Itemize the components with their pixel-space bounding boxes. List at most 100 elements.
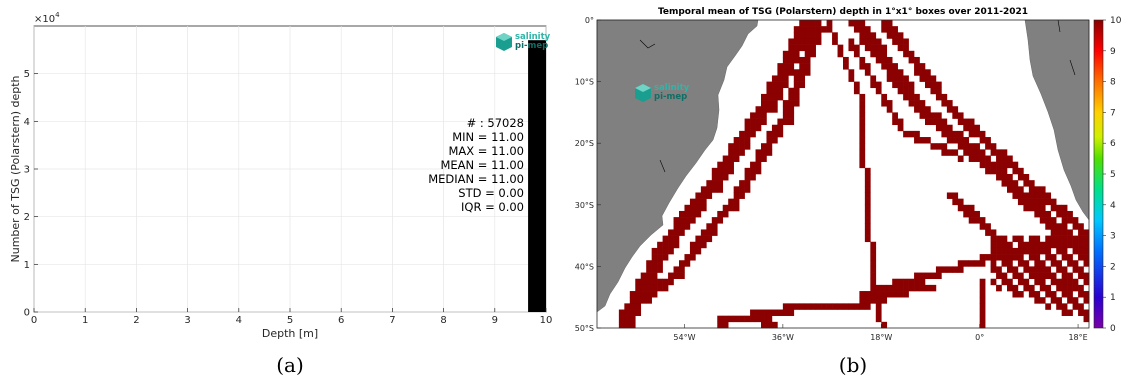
track-cell bbox=[941, 266, 948, 273]
track-cell bbox=[750, 161, 756, 169]
track-cell bbox=[1028, 241, 1035, 249]
track-cell bbox=[859, 112, 866, 119]
track-cell bbox=[1023, 180, 1030, 187]
track-cell bbox=[1039, 297, 1046, 304]
track-cell bbox=[1050, 254, 1057, 261]
track-cell bbox=[864, 174, 871, 181]
track-cell bbox=[968, 118, 975, 126]
track-cell bbox=[892, 81, 898, 89]
track-cell bbox=[1034, 204, 1041, 212]
track-cell bbox=[618, 321, 625, 329]
track-cell bbox=[1028, 204, 1035, 212]
track-cell bbox=[897, 44, 904, 52]
track-cell bbox=[974, 155, 980, 162]
track-cell bbox=[646, 297, 652, 304]
track-cell bbox=[892, 63, 898, 70]
track-cell bbox=[968, 217, 975, 224]
track-cell bbox=[750, 309, 756, 316]
track-cell bbox=[952, 137, 959, 144]
track-cell bbox=[744, 174, 751, 181]
track-cell bbox=[996, 272, 1002, 280]
track-cell bbox=[996, 241, 1002, 249]
track-cell bbox=[624, 309, 631, 316]
track-cell bbox=[946, 192, 953, 199]
track-cell bbox=[722, 167, 729, 175]
track-cell bbox=[695, 241, 702, 249]
track-cell bbox=[1083, 229, 1090, 236]
track-cell bbox=[635, 309, 642, 316]
track-cell bbox=[892, 278, 898, 286]
track-cell bbox=[771, 75, 778, 82]
track-cell bbox=[881, 50, 888, 58]
track-cell bbox=[689, 254, 696, 261]
track-cell bbox=[908, 130, 915, 138]
track-cell bbox=[870, 278, 877, 286]
track-cell bbox=[1083, 315, 1090, 323]
track-cell bbox=[1045, 217, 1052, 224]
track-cell bbox=[1007, 241, 1013, 249]
track-cell bbox=[761, 155, 767, 162]
track-cell bbox=[859, 130, 866, 138]
track-cell bbox=[799, 56, 806, 64]
track-cell bbox=[717, 167, 724, 175]
track-cell bbox=[722, 315, 729, 323]
track-cell bbox=[925, 118, 931, 126]
track-cell bbox=[788, 87, 795, 95]
track-cell bbox=[1028, 291, 1035, 298]
track-cell bbox=[793, 56, 800, 64]
track-cell bbox=[1056, 241, 1062, 249]
track-cell bbox=[930, 75, 937, 82]
track-cell bbox=[739, 149, 745, 156]
track-cell bbox=[695, 204, 702, 212]
track-cell bbox=[1083, 235, 1090, 243]
track-cell bbox=[941, 149, 948, 156]
y-tick-label: 5 bbox=[24, 69, 30, 80]
track-cell bbox=[946, 149, 953, 156]
lat-tick-label: 30°S bbox=[575, 201, 594, 210]
track-cell bbox=[892, 75, 898, 82]
track-cell bbox=[804, 20, 811, 27]
track-cell bbox=[728, 143, 734, 150]
track-cell bbox=[810, 50, 816, 58]
track-cell bbox=[864, 223, 871, 230]
track-cell bbox=[903, 81, 909, 89]
track-cell bbox=[733, 155, 740, 162]
track-cell bbox=[629, 291, 636, 298]
svg-text:pi-mep: pi-mep bbox=[654, 92, 687, 102]
track-cell bbox=[728, 149, 734, 156]
track-cell bbox=[914, 130, 920, 138]
track-cell bbox=[859, 291, 866, 298]
track-cell bbox=[750, 174, 756, 181]
track-cell bbox=[722, 174, 729, 181]
track-cell bbox=[810, 26, 816, 33]
track-cell bbox=[853, 87, 860, 95]
track-cell bbox=[914, 106, 920, 113]
track-cell bbox=[1012, 291, 1019, 298]
track-cell bbox=[646, 278, 652, 286]
track-cell bbox=[1067, 229, 1073, 236]
track-cell bbox=[793, 75, 800, 82]
track-cell bbox=[766, 100, 773, 107]
track-cell bbox=[821, 303, 827, 310]
track-cell bbox=[700, 241, 707, 249]
track-cell bbox=[689, 217, 696, 224]
track-cell bbox=[673, 217, 680, 224]
track-cell bbox=[985, 223, 991, 230]
track-cell bbox=[1072, 223, 1079, 230]
track-cell bbox=[793, 44, 800, 52]
track-cell bbox=[733, 137, 740, 144]
track-cell bbox=[1017, 192, 1024, 199]
track-cell bbox=[946, 266, 953, 273]
track-cell bbox=[864, 26, 871, 33]
track-cell bbox=[804, 38, 811, 45]
track-cell bbox=[1067, 210, 1073, 218]
track-cell bbox=[1061, 272, 1068, 280]
track-cell bbox=[996, 266, 1002, 273]
track-cell bbox=[859, 161, 866, 169]
track-cell bbox=[930, 112, 937, 119]
track-cell bbox=[859, 63, 866, 70]
track-cell bbox=[903, 44, 909, 52]
track-cell bbox=[1034, 241, 1041, 249]
track-cell bbox=[897, 124, 904, 132]
track-cell bbox=[963, 149, 970, 156]
